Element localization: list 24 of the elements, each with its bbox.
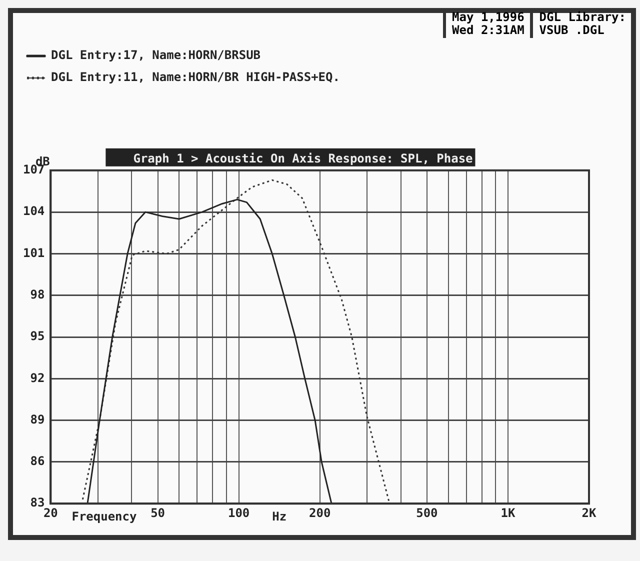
- x-tick-label: 200: [308, 506, 331, 520]
- x-tick-label: 2K: [582, 506, 597, 520]
- legend-label: DGL Entry:11, Name:HORN/BR HIGH-PASS+EQ.: [51, 70, 340, 84]
- y-tick-label: 101: [22, 246, 45, 260]
- text: Wed 2:31AM: [452, 23, 524, 37]
- x-tick-label: 500: [416, 506, 438, 520]
- text: DGL Library:: [539, 10, 626, 24]
- y-tick-label: 89: [30, 412, 45, 426]
- x-tick-label: 1K: [500, 506, 516, 520]
- legend-label: DGL Entry:17, Name:HORN/BRSUB: [51, 48, 261, 62]
- y-tick-label: 104: [22, 204, 45, 218]
- chart-title: Graph 1 > Acoustic On Axis Response: SPL, Phase: [133, 151, 473, 166]
- x-axis-title: Frequency: [72, 510, 137, 524]
- x-tick-label: 50: [150, 506, 166, 520]
- text: Hz: [272, 510, 287, 524]
- x-tick-label: 20: [43, 506, 58, 520]
- y-tick-label: 95: [30, 329, 45, 344]
- y-tick-label: 98: [30, 287, 45, 302]
- y-tick-label: 92: [30, 370, 45, 385]
- y-tick-label: 86: [30, 454, 45, 468]
- text: VSUB .DGL: [539, 23, 604, 37]
- y-tick-label: 83: [30, 496, 45, 510]
- text: May 1,1996: [452, 10, 524, 24]
- x-tick-label: 100: [228, 506, 250, 520]
